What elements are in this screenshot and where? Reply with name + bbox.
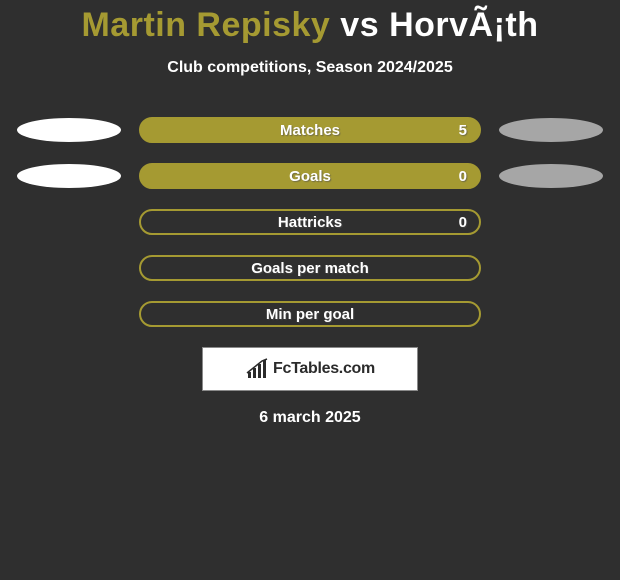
stat-row: Goals per match [0, 255, 620, 281]
stat-row: Hattricks 0 [0, 209, 620, 235]
player2-marker [499, 164, 603, 188]
stat-value: 0 [459, 168, 467, 185]
stat-value: 0 [459, 214, 467, 231]
stat-row: Matches 5 [0, 117, 620, 143]
stats-rows: Matches 5 Goals 0 Hattricks 0 Goals per match M… [0, 117, 620, 327]
stat-label: Goals [289, 168, 331, 185]
stat-row: Min per goal [0, 301, 620, 327]
brand-logo[interactable]: FcTables.com [202, 347, 418, 391]
page-title: Martin Repisky vs HorvÃ¡th [0, 6, 620, 45]
stat-label: Hattricks [278, 214, 342, 231]
stat-bar: Min per goal [139, 301, 481, 327]
stat-bar: Goals 0 [139, 163, 481, 189]
stat-value: 5 [459, 122, 467, 139]
stat-bar: Hattricks 0 [139, 209, 481, 235]
stat-bar: Goals per match [139, 255, 481, 281]
stat-label: Goals per match [251, 260, 369, 277]
stat-label: Min per goal [266, 306, 354, 323]
player2-name: HorvÃ¡th [389, 6, 538, 44]
player1-marker [17, 118, 121, 142]
subtitle: Club competitions, Season 2024/2025 [0, 59, 620, 77]
vs-text: vs [330, 6, 389, 44]
stat-label: Matches [280, 122, 340, 139]
stat-bar: Matches 5 [139, 117, 481, 143]
comparison-card: Martin Repisky vs HorvÃ¡th Club competit… [0, 0, 620, 580]
date-label: 6 march 2025 [0, 409, 620, 427]
bar-chart-icon [245, 358, 269, 380]
player2-marker [499, 118, 603, 142]
player1-marker [17, 164, 121, 188]
player1-name: Martin Repisky [81, 6, 330, 44]
stat-row: Goals 0 [0, 163, 620, 189]
brand-name: FcTables.com [273, 360, 375, 378]
